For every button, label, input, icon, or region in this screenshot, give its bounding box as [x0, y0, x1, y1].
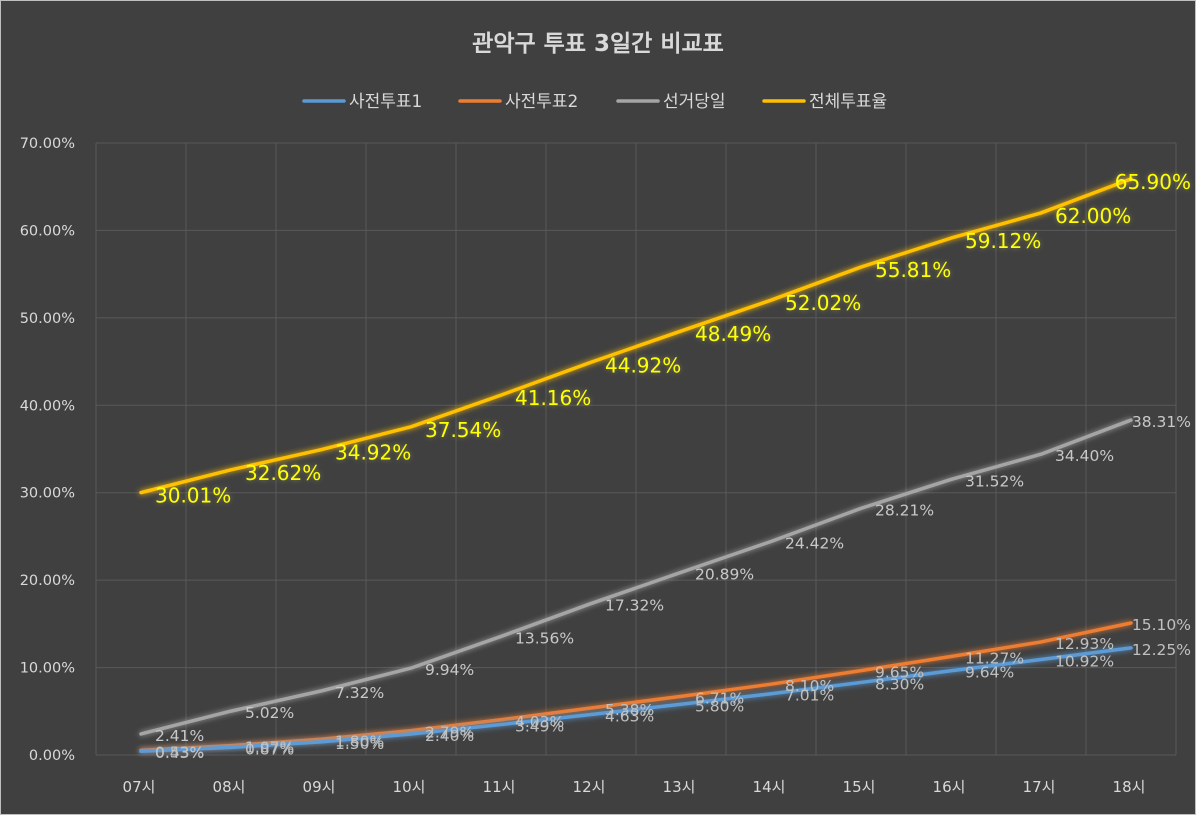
- series-lines: [139, 177, 1133, 753]
- legend-entry: 선거당일: [663, 92, 726, 112]
- series-line: [139, 646, 1133, 753]
- data-label: 41.16%: [515, 386, 591, 410]
- data-label: 34.40%: [1055, 447, 1114, 465]
- data-label: 15.10%: [1132, 616, 1191, 634]
- data-label: 9.65%: [875, 664, 924, 682]
- data-label: 1.50%: [335, 735, 384, 753]
- data-labels: 0.43% 0.87% 1.50% 2.40% 3.49% 4.63% 5.80% 7.01%…: [155, 170, 1191, 762]
- x-tick-label: 18시: [1113, 778, 1146, 796]
- y-tick-label: 40.00%: [20, 398, 75, 414]
- data-label: 1.80%: [335, 732, 384, 750]
- data-label: 8.10%: [785, 677, 834, 695]
- y-tick-label: 50.00%: [20, 311, 75, 327]
- data-label: 24.42%: [785, 534, 844, 552]
- data-label: 28.21%: [875, 501, 934, 519]
- x-tick-label: 12시: [573, 778, 606, 796]
- data-label: 48.49%: [695, 322, 771, 346]
- x-tick-label: 08시: [213, 778, 246, 796]
- legend-entry: 전체투표율: [809, 92, 887, 112]
- y-tick-label: 0.00%: [29, 748, 75, 764]
- series-line: [139, 418, 1133, 736]
- y-axis: 0.00% 10.00% 20.00% 30.00% 40.00% 50.00% 60.00…: [20, 136, 75, 764]
- gridlines: [95, 142, 1177, 756]
- data-label: 2.41%: [155, 727, 204, 745]
- x-tick-label: 17시: [1023, 778, 1056, 796]
- data-label: 5.38%: [605, 701, 654, 719]
- y-tick-label: 60.00%: [20, 223, 75, 239]
- y-tick-label: 30.00%: [20, 486, 75, 502]
- data-label: 31.52%: [965, 472, 1024, 490]
- y-tick-label: 10.00%: [20, 661, 75, 677]
- x-axis: 07시 08시 09시 10시 11시 12시 13시 14시 15시 16시 17시 18시: [123, 778, 1146, 796]
- data-label: 12.93%: [1055, 635, 1114, 653]
- data-label: 62.00%: [1055, 204, 1131, 228]
- data-label: 2.40%: [425, 727, 474, 745]
- data-label: 3.49%: [515, 717, 564, 735]
- data-label: 6.71%: [695, 689, 744, 707]
- data-label: 17.32%: [605, 597, 664, 615]
- legend-entry: 사전투표2: [505, 92, 578, 112]
- data-label: 8.30%: [875, 675, 924, 693]
- x-tick-label: 09시: [303, 778, 336, 796]
- data-label: 20.89%: [695, 565, 754, 583]
- x-tick-label: 10시: [393, 778, 426, 796]
- data-label: 9.64%: [965, 664, 1014, 682]
- data-label: 10.92%: [1055, 653, 1114, 671]
- x-tick-label: 11시: [483, 778, 516, 796]
- legend-entry: 사전투표1: [349, 92, 422, 112]
- y-tick-label: 20.00%: [20, 573, 75, 589]
- data-label: 44.92%: [605, 353, 681, 377]
- x-tick-label: 15시: [843, 778, 876, 796]
- data-label: 38.31%: [1132, 413, 1191, 431]
- data-label: 55.81%: [875, 258, 951, 282]
- data-label: 5.80%: [695, 697, 744, 715]
- data-label: 13.56%: [515, 629, 574, 647]
- data-label: 12.25%: [1132, 641, 1191, 659]
- data-label: 7.01%: [785, 687, 834, 705]
- x-tick-label: 16시: [933, 778, 966, 796]
- data-label: 7.32%: [335, 684, 384, 702]
- data-label: 30.01%: [155, 484, 231, 508]
- data-label: 59.12%: [965, 229, 1041, 253]
- data-label: 9.94%: [425, 661, 474, 679]
- chart-title: 관악구 투표 3일간 비교표: [472, 31, 724, 57]
- x-tick-label: 14시: [753, 778, 786, 796]
- data-label: 0.53%: [155, 743, 204, 761]
- data-label: 37.54%: [425, 418, 501, 442]
- data-label: 34.92%: [335, 441, 411, 465]
- data-label: 4.63%: [605, 708, 654, 726]
- data-label: 5.02%: [245, 704, 294, 722]
- data-label: 4.03%: [515, 713, 564, 731]
- data-label: 32.62%: [245, 461, 321, 485]
- data-label: 1.07%: [245, 739, 294, 757]
- data-label: 52.02%: [785, 291, 861, 315]
- legend: 사전투표1 사전투표2 선거당일 전체투표율: [302, 92, 887, 112]
- x-tick-label: 13시: [663, 778, 696, 796]
- data-label: 0.87%: [245, 740, 294, 758]
- x-tick-label: 07시: [123, 778, 156, 796]
- y-tick-label: 70.00%: [20, 136, 75, 152]
- data-label: 11.27%: [965, 649, 1024, 667]
- data-label: 65.90%: [1115, 170, 1191, 194]
- data-label: 2.79%: [425, 724, 474, 742]
- data-label: 0.43%: [155, 744, 204, 762]
- series-line: [139, 177, 1133, 495]
- series-line: [139, 621, 1133, 753]
